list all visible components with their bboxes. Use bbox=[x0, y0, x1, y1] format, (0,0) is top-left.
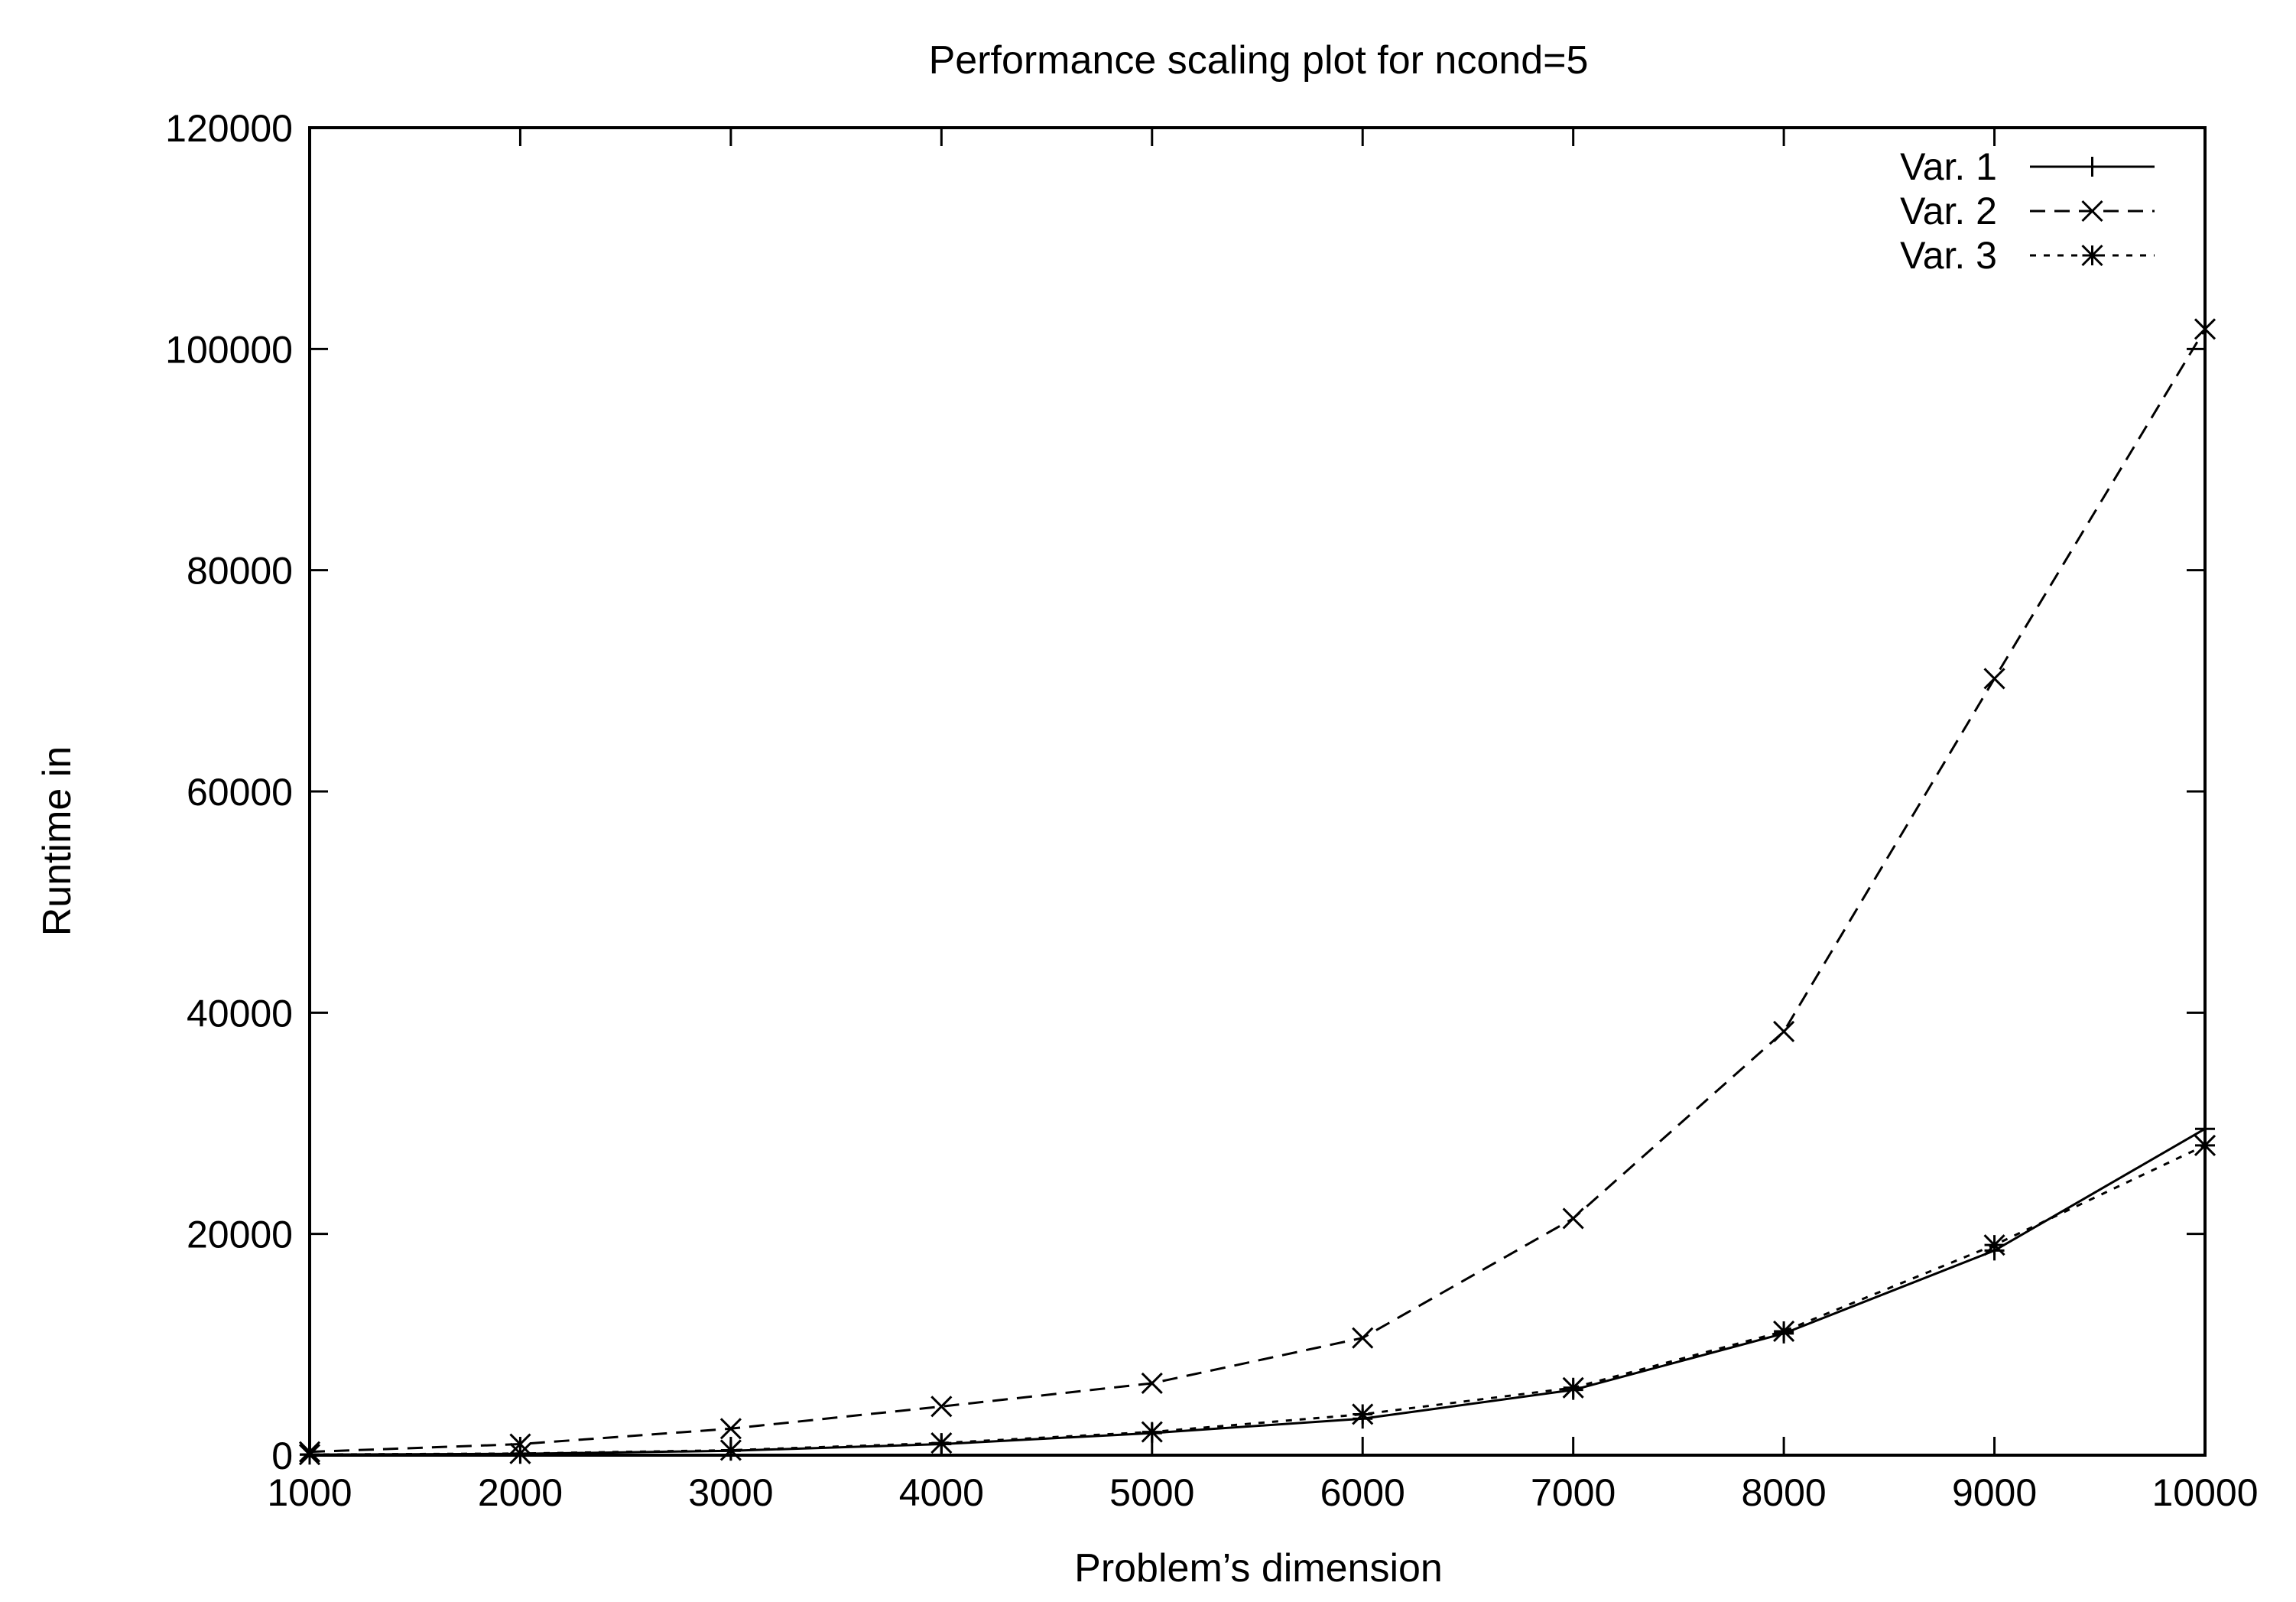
series-3 bbox=[298, 1134, 2216, 1466]
data-point bbox=[1983, 668, 2005, 690]
legend-entry: Var. 3 bbox=[1900, 234, 2155, 277]
data-point bbox=[930, 1432, 953, 1454]
y-tick: 40000 bbox=[187, 992, 2205, 1035]
plot-frame bbox=[308, 126, 2207, 1457]
legend-marker bbox=[2081, 244, 2103, 267]
data-point bbox=[719, 1439, 742, 1461]
legend-entry: Var. 2 bbox=[1900, 190, 2155, 232]
x-tick: 2000 bbox=[478, 128, 563, 1514]
x-tick: 5000 bbox=[1109, 128, 1194, 1514]
data-point bbox=[1562, 1207, 1584, 1230]
x-tick-label: 9000 bbox=[1952, 1471, 2037, 1514]
data-point bbox=[1141, 1372, 1163, 1395]
x-tick: 9000 bbox=[1952, 128, 2037, 1514]
y-tick-label: 40000 bbox=[187, 992, 293, 1035]
data-point bbox=[1141, 1421, 1163, 1443]
x-tick-label: 10000 bbox=[2151, 1471, 2258, 1514]
y-tick-label: 80000 bbox=[187, 550, 293, 593]
y-axis-label: Runtime in bbox=[35, 746, 80, 937]
x-tick-label: 1000 bbox=[267, 1471, 352, 1514]
x-axis-ticks: 1000 2000 3000 4000 5000 6000 7000 8000 9000 1000… bbox=[267, 128, 2259, 1514]
x-tick: 8000 bbox=[1741, 128, 1827, 1514]
x-axis-label: Problem’s dimension bbox=[1074, 1546, 1443, 1591]
legend-label: Var. 2 bbox=[1900, 190, 1997, 232]
x-tick: 4000 bbox=[899, 128, 984, 1514]
data-point bbox=[509, 1442, 531, 1464]
data-point bbox=[1352, 1327, 1374, 1349]
series-line bbox=[309, 1144, 2206, 1456]
legend-marker bbox=[2082, 157, 2103, 177]
legend-entry: Var. 1 bbox=[1900, 145, 2155, 188]
y-tick: 20000 bbox=[187, 1214, 2205, 1256]
legend-marker bbox=[2081, 200, 2103, 223]
y-tick-label: 60000 bbox=[187, 771, 293, 814]
x-tick: 6000 bbox=[1320, 128, 1405, 1514]
y-tick: 60000 bbox=[187, 771, 2205, 814]
series-layer bbox=[298, 318, 2216, 1466]
data-point bbox=[1352, 1403, 1374, 1425]
legend-label: Var. 1 bbox=[1900, 145, 1997, 188]
x-tick-label: 6000 bbox=[1320, 1471, 1405, 1514]
data-point bbox=[1773, 1320, 1795, 1343]
y-tick: 100000 bbox=[165, 328, 2205, 371]
legend-label: Var. 3 bbox=[1900, 234, 1997, 277]
y-tick-label: 100000 bbox=[165, 328, 293, 371]
x-tick-label: 2000 bbox=[478, 1471, 563, 1514]
data-point bbox=[719, 1418, 742, 1440]
x-tick-label: 5000 bbox=[1109, 1471, 1194, 1514]
x-tick-label: 8000 bbox=[1741, 1471, 1826, 1514]
y-tick: 80000 bbox=[187, 550, 2205, 593]
data-point bbox=[1773, 1020, 1795, 1042]
x-tick-label: 4000 bbox=[899, 1471, 984, 1514]
chart-title: Performance scaling plot for ncond=5 bbox=[929, 38, 1589, 83]
y-tick-label: 120000 bbox=[165, 107, 293, 150]
y-tick-label: 20000 bbox=[187, 1214, 293, 1256]
data-point bbox=[1983, 1234, 2005, 1256]
data-point bbox=[1562, 1376, 1584, 1399]
series-line bbox=[309, 328, 2207, 1454]
x-tick: 7000 bbox=[1531, 128, 1616, 1514]
series-line bbox=[309, 1127, 2206, 1456]
x-tick: 3000 bbox=[688, 128, 774, 1514]
y-tick: 120000 bbox=[165, 107, 2205, 150]
data-point bbox=[930, 1396, 953, 1418]
x-tick-label: 7000 bbox=[1531, 1471, 1616, 1514]
y-tick-label: 0 bbox=[271, 1435, 293, 1477]
x-tick-label: 3000 bbox=[688, 1471, 773, 1514]
y-axis-ticks: 0 20000 40000 60000 80000 100000 120000 bbox=[165, 107, 2205, 1477]
